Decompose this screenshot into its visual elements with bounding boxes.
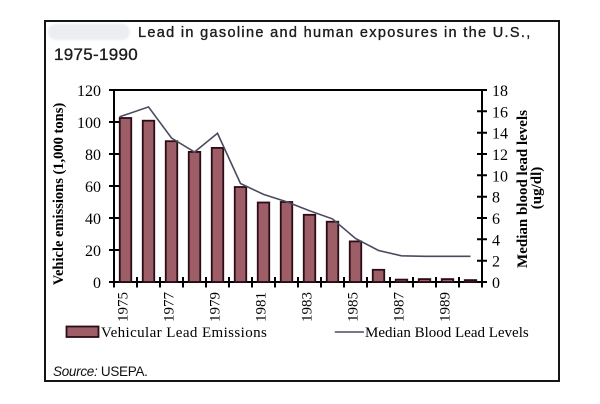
- svg-text:6: 6: [492, 211, 500, 228]
- svg-text:120: 120: [77, 83, 101, 100]
- svg-text:1977: 1977: [162, 292, 178, 323]
- svg-text:14: 14: [492, 126, 508, 143]
- svg-text:8: 8: [492, 190, 500, 207]
- svg-text:1989: 1989: [438, 292, 454, 322]
- svg-text:Vehicle emissions (1,000 tons): Vehicle emissions (1,000 tons): [51, 103, 67, 285]
- svg-text:2: 2: [492, 254, 500, 271]
- svg-text:100: 100: [77, 115, 101, 132]
- svg-text:60: 60: [85, 179, 101, 196]
- svg-text:0: 0: [93, 275, 101, 292]
- svg-text:18: 18: [492, 83, 508, 100]
- svg-text:1979: 1979: [208, 292, 224, 322]
- svg-text:0: 0: [492, 275, 500, 292]
- svg-text:1981: 1981: [254, 292, 270, 322]
- svg-text:20: 20: [85, 243, 101, 260]
- svg-text:1983: 1983: [300, 292, 316, 322]
- svg-text:4: 4: [492, 232, 500, 249]
- svg-text:16: 16: [492, 104, 508, 121]
- svg-text:Median blood lead levels: Median blood lead levels: [515, 110, 531, 268]
- svg-text:40: 40: [85, 211, 101, 228]
- svg-text:10: 10: [492, 168, 508, 185]
- svg-text:12: 12: [492, 147, 508, 164]
- svg-text:Median Blood Lead Levels: Median Blood Lead Levels: [365, 325, 529, 341]
- svg-text:1987: 1987: [392, 292, 408, 323]
- svg-text:1975: 1975: [116, 292, 132, 322]
- svg-text:80: 80: [85, 147, 101, 164]
- svg-text:(ug/dl): (ug/dl): [529, 167, 545, 210]
- svg-text:1985: 1985: [346, 292, 362, 322]
- svg-text:Vehicular Lead Emissions: Vehicular Lead Emissions: [101, 325, 267, 341]
